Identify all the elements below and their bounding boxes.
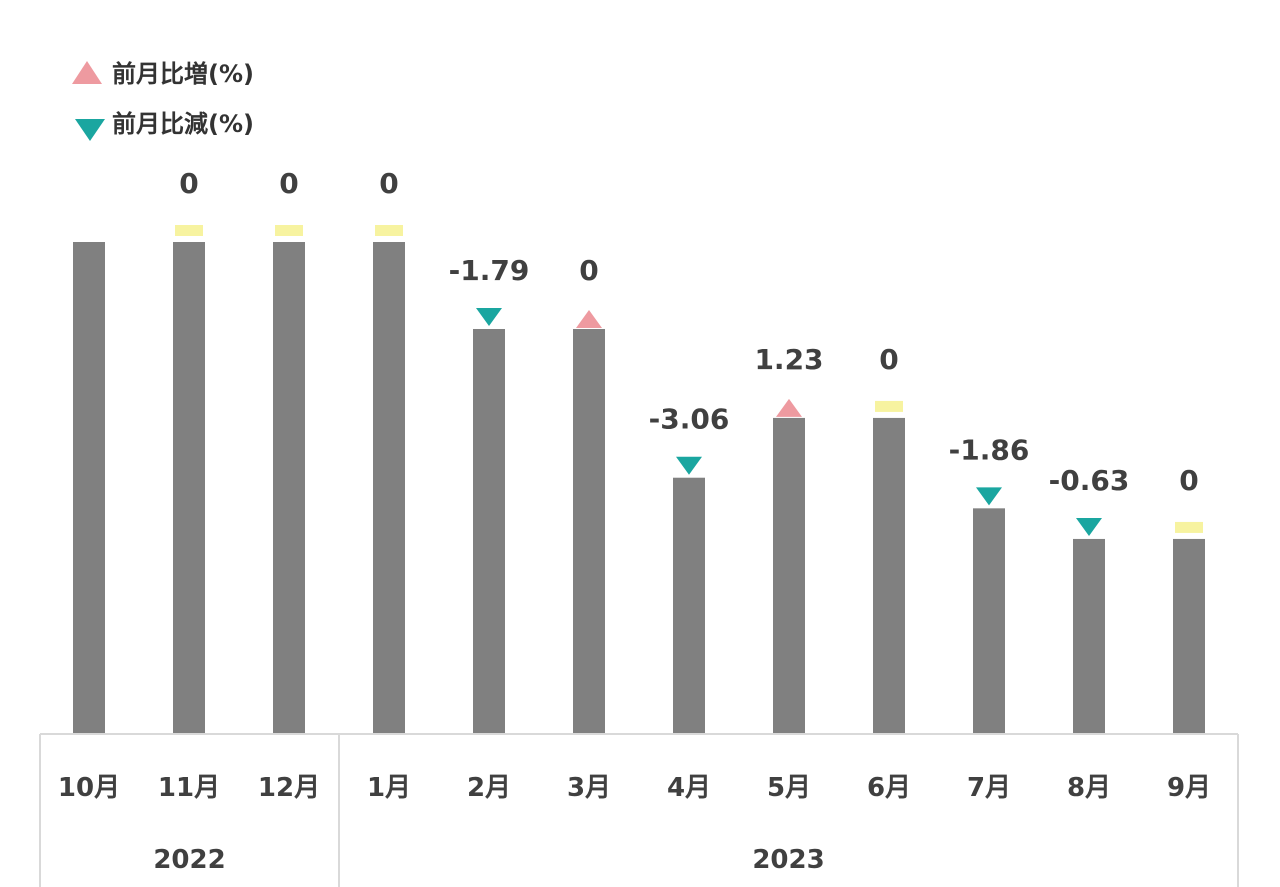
change-label: -1.86 [949, 433, 1030, 466]
tick-label: 9月 [1167, 773, 1211, 803]
decrease-marker-icon [676, 456, 702, 475]
change-label: -1.79 [449, 254, 530, 287]
unchanged-marker [375, 225, 403, 236]
bar-8 [773, 417, 805, 734]
bar-6 [573, 328, 605, 734]
unchanged-marker [875, 400, 903, 412]
tick-label: 12月 [258, 773, 320, 803]
change-label: 0 [879, 343, 898, 376]
unchanged-marker [1175, 521, 1203, 533]
increase-marker-icon [776, 398, 802, 417]
decrease-marker-icon [1076, 517, 1102, 536]
bar-4 [373, 242, 405, 734]
change-labels-group: 0 0 0 -1.79 0 -3.06 1.23 0 -1.86 -0.63 0 [179, 167, 1198, 497]
tick-label: 3月 [567, 773, 611, 803]
change-label: 0 [1179, 464, 1198, 497]
category-axis: 10月 11月 12月 1月 2月 3月 4月 5月 6月 7月 8月 9月 2022 2023 [39, 733, 1239, 887]
tick-label: 10月 [58, 773, 120, 803]
bar-2 [173, 242, 205, 734]
tick-label: 1月 [367, 773, 411, 803]
tick-label: 8月 [1067, 773, 1111, 803]
tick-label: 2月 [467, 773, 511, 803]
bar-7 [673, 477, 705, 734]
tick-label: 11月 [158, 773, 220, 803]
bars-group [73, 242, 1205, 734]
bar-3 [273, 242, 305, 734]
year-label: 2023 [752, 845, 824, 875]
change-label: 1.23 [754, 343, 823, 376]
bar-9 [873, 417, 905, 734]
bar-5 [473, 328, 505, 734]
change-label: 0 [379, 167, 398, 200]
tick-label: 4月 [667, 773, 711, 803]
bar-1 [73, 242, 105, 734]
tick-label: 5月 [767, 773, 811, 803]
tick-label: 6月 [867, 773, 911, 803]
legend-decrease-icon [75, 119, 105, 141]
bar-12 [1173, 538, 1205, 734]
change-markers-group [175, 225, 1203, 536]
change-label: 0 [279, 167, 298, 200]
decrease-marker-icon [976, 487, 1002, 506]
bar-10 [973, 508, 1005, 734]
unchanged-marker [175, 225, 203, 236]
year-label: 2022 [153, 845, 225, 875]
legend-increase-label: 前月比増(%) [112, 60, 254, 88]
unchanged-marker [275, 225, 303, 236]
decrease-marker-icon [476, 307, 502, 326]
bar-11 [1073, 538, 1105, 734]
increase-marker-icon [576, 309, 602, 328]
legend: 前月比増(%) 前月比減(%) [72, 60, 254, 141]
tick-label: 7月 [967, 773, 1011, 803]
change-label: -3.06 [649, 403, 730, 436]
change-label: 0 [579, 254, 598, 287]
legend-decrease-label: 前月比減(%) [112, 110, 254, 138]
change-label: 0 [179, 167, 198, 200]
legend-increase-icon [72, 61, 102, 84]
change-label: -0.63 [1049, 464, 1130, 497]
